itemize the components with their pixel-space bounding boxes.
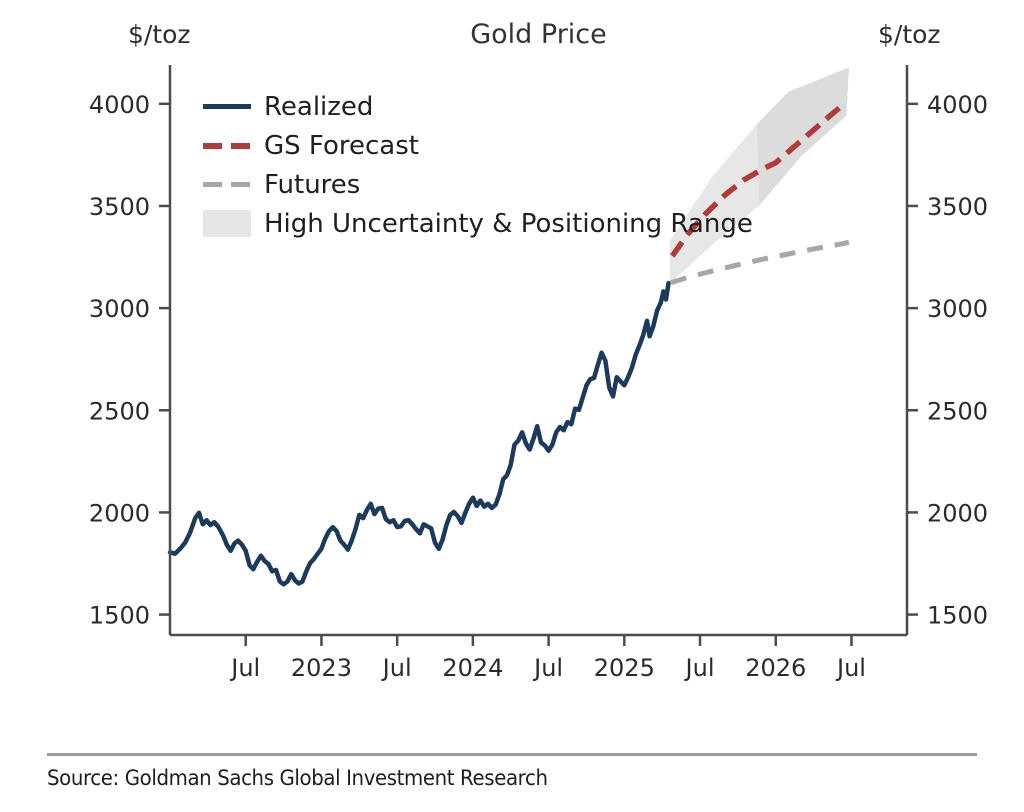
x-tick-label: Jul <box>532 654 563 682</box>
y-tick-label-right: 4000 <box>927 91 988 119</box>
x-tick-label: 2023 <box>291 654 352 682</box>
realized-line <box>167 280 671 587</box>
y-tick-label-left: 1500 <box>89 602 150 630</box>
x-tick-label: Jul <box>229 654 260 682</box>
legend-item-uncertainty-range: High Uncertainty & Positioning Range <box>203 204 753 243</box>
y-tick-label-right: 2500 <box>927 397 988 425</box>
legend-item-futures: Futures <box>203 165 753 204</box>
futures-dash-swatch-icon <box>203 182 251 187</box>
x-tick-label: Jul <box>381 654 412 682</box>
y-tick-label-left: 3000 <box>89 295 150 323</box>
y-tick-label-left: 3500 <box>89 193 150 221</box>
y-tick-label-right: 1500 <box>927 602 988 630</box>
y-tick-label-right: 3500 <box>927 193 988 221</box>
y-tick-label-left: 2000 <box>89 499 150 527</box>
legend-label: Realized <box>264 91 374 122</box>
uncertainty-band-fold <box>756 67 849 206</box>
chart-legend: Realized GS Forecast Futures High Uncert… <box>203 87 753 243</box>
x-tick-label: 2025 <box>594 654 655 682</box>
x-tick-label: Jul <box>835 654 866 682</box>
futures-line <box>670 239 850 285</box>
uncertainty-band <box>669 67 849 284</box>
legend-label: GS Forecast <box>264 130 419 161</box>
legend-label: Futures <box>264 169 361 200</box>
uncertainty-band-swatch-icon <box>203 210 251 237</box>
x-tick-label: 2026 <box>745 654 806 682</box>
source-attribution: Source: Goldman Sachs Global Investment … <box>47 766 548 790</box>
y-tick-label-left: 4000 <box>89 91 150 119</box>
y-tick-label-right: 2000 <box>927 499 988 527</box>
legend-label: High Uncertainty & Positioning Range <box>264 208 753 239</box>
chart-canvas: 1500 1500 2000 2000 2500 2500 3000 3000 3500 3500… <box>89 65 988 682</box>
legend-item-gs-forecast: GS Forecast <box>203 126 753 165</box>
y-tick-label-left: 2500 <box>89 397 150 425</box>
right-axis-unit-label: $/toz <box>878 20 941 49</box>
y-tick-label-right: 3000 <box>927 295 988 323</box>
realized-line-swatch-icon <box>203 104 251 109</box>
x-tick-label: 2024 <box>442 654 503 682</box>
x-tick-label: Jul <box>684 654 715 682</box>
forecast-dash-swatch-icon <box>203 142 251 149</box>
legend-item-realized: Realized <box>203 87 753 126</box>
chart-title: Gold Price <box>470 19 607 50</box>
left-axis-unit-label: $/toz <box>128 20 191 49</box>
footer-divider <box>47 753 977 756</box>
